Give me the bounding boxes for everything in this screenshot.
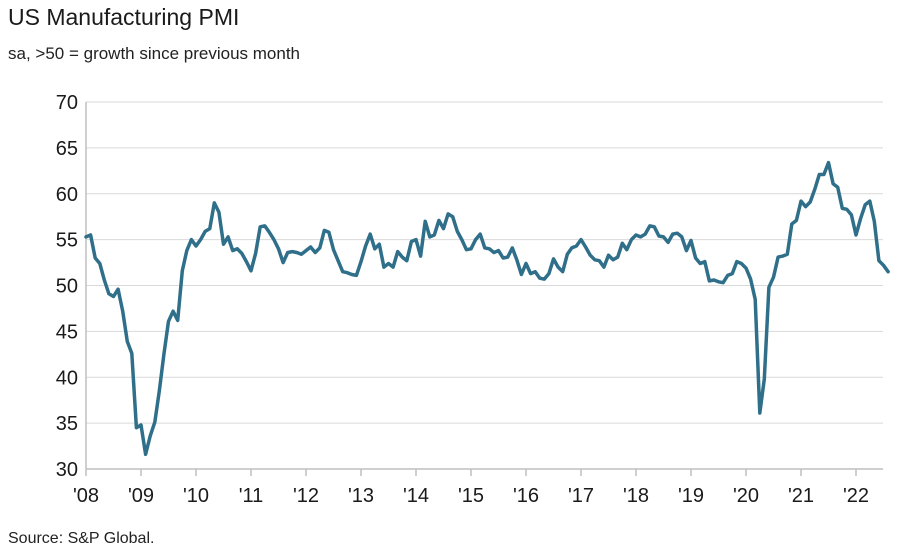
y-tick-label: 30 [56,459,78,481]
x-tick-label: '19 [678,485,704,507]
x-tick-label: '17 [568,485,594,507]
x-tick-label: '16 [513,485,539,507]
y-tick-label: 45 [56,321,78,343]
y-tick-label: 35 [56,413,78,435]
chart-title: US Manufacturing PMI [8,4,240,30]
y-tick-label: 70 [56,92,78,114]
x-tick-label: '11 [239,485,264,507]
chart-subtitle: sa, >50 = growth since previous month [8,44,300,63]
x-tick-label: '09 [128,485,154,507]
x-tick-label: '22 [843,485,869,507]
chart-source: Source: S&P Global. [8,530,155,547]
gridlines [86,101,883,424]
x-tick-label: '12 [293,485,319,507]
y-axis-tick-labels: 30 35 40 45 50 55 60 65 70 [56,92,78,481]
x-axis-tick-labels: '08 '09 '10 '11 '12 '13 '14 '15 '16 '17 '18 '19 '20 '… [73,469,869,507]
series-lines [84,160,890,457]
y-tick-label: 40 [56,367,78,389]
x-tick-label: '18 [623,485,649,507]
x-tick-label: '08 [73,485,99,507]
x-tick-label: '13 [348,485,374,507]
x-tick-label: '15 [458,485,484,507]
pmi-line-chart: 30 35 40 45 50 55 60 65 70 '08 '09 '10 '11 '12 '13 '14… [56,92,890,507]
y-tick-label: 65 [56,138,78,160]
series-line [84,160,890,457]
y-tick-label: 60 [56,184,78,206]
x-tick-label: '21 [788,485,814,507]
x-tick-label: '10 [183,485,209,507]
y-tick-label: 55 [56,230,78,252]
axes [85,102,883,470]
y-tick-label: 50 [56,276,78,298]
x-tick-label: '14 [403,485,429,507]
x-tick-label: '20 [733,485,759,507]
